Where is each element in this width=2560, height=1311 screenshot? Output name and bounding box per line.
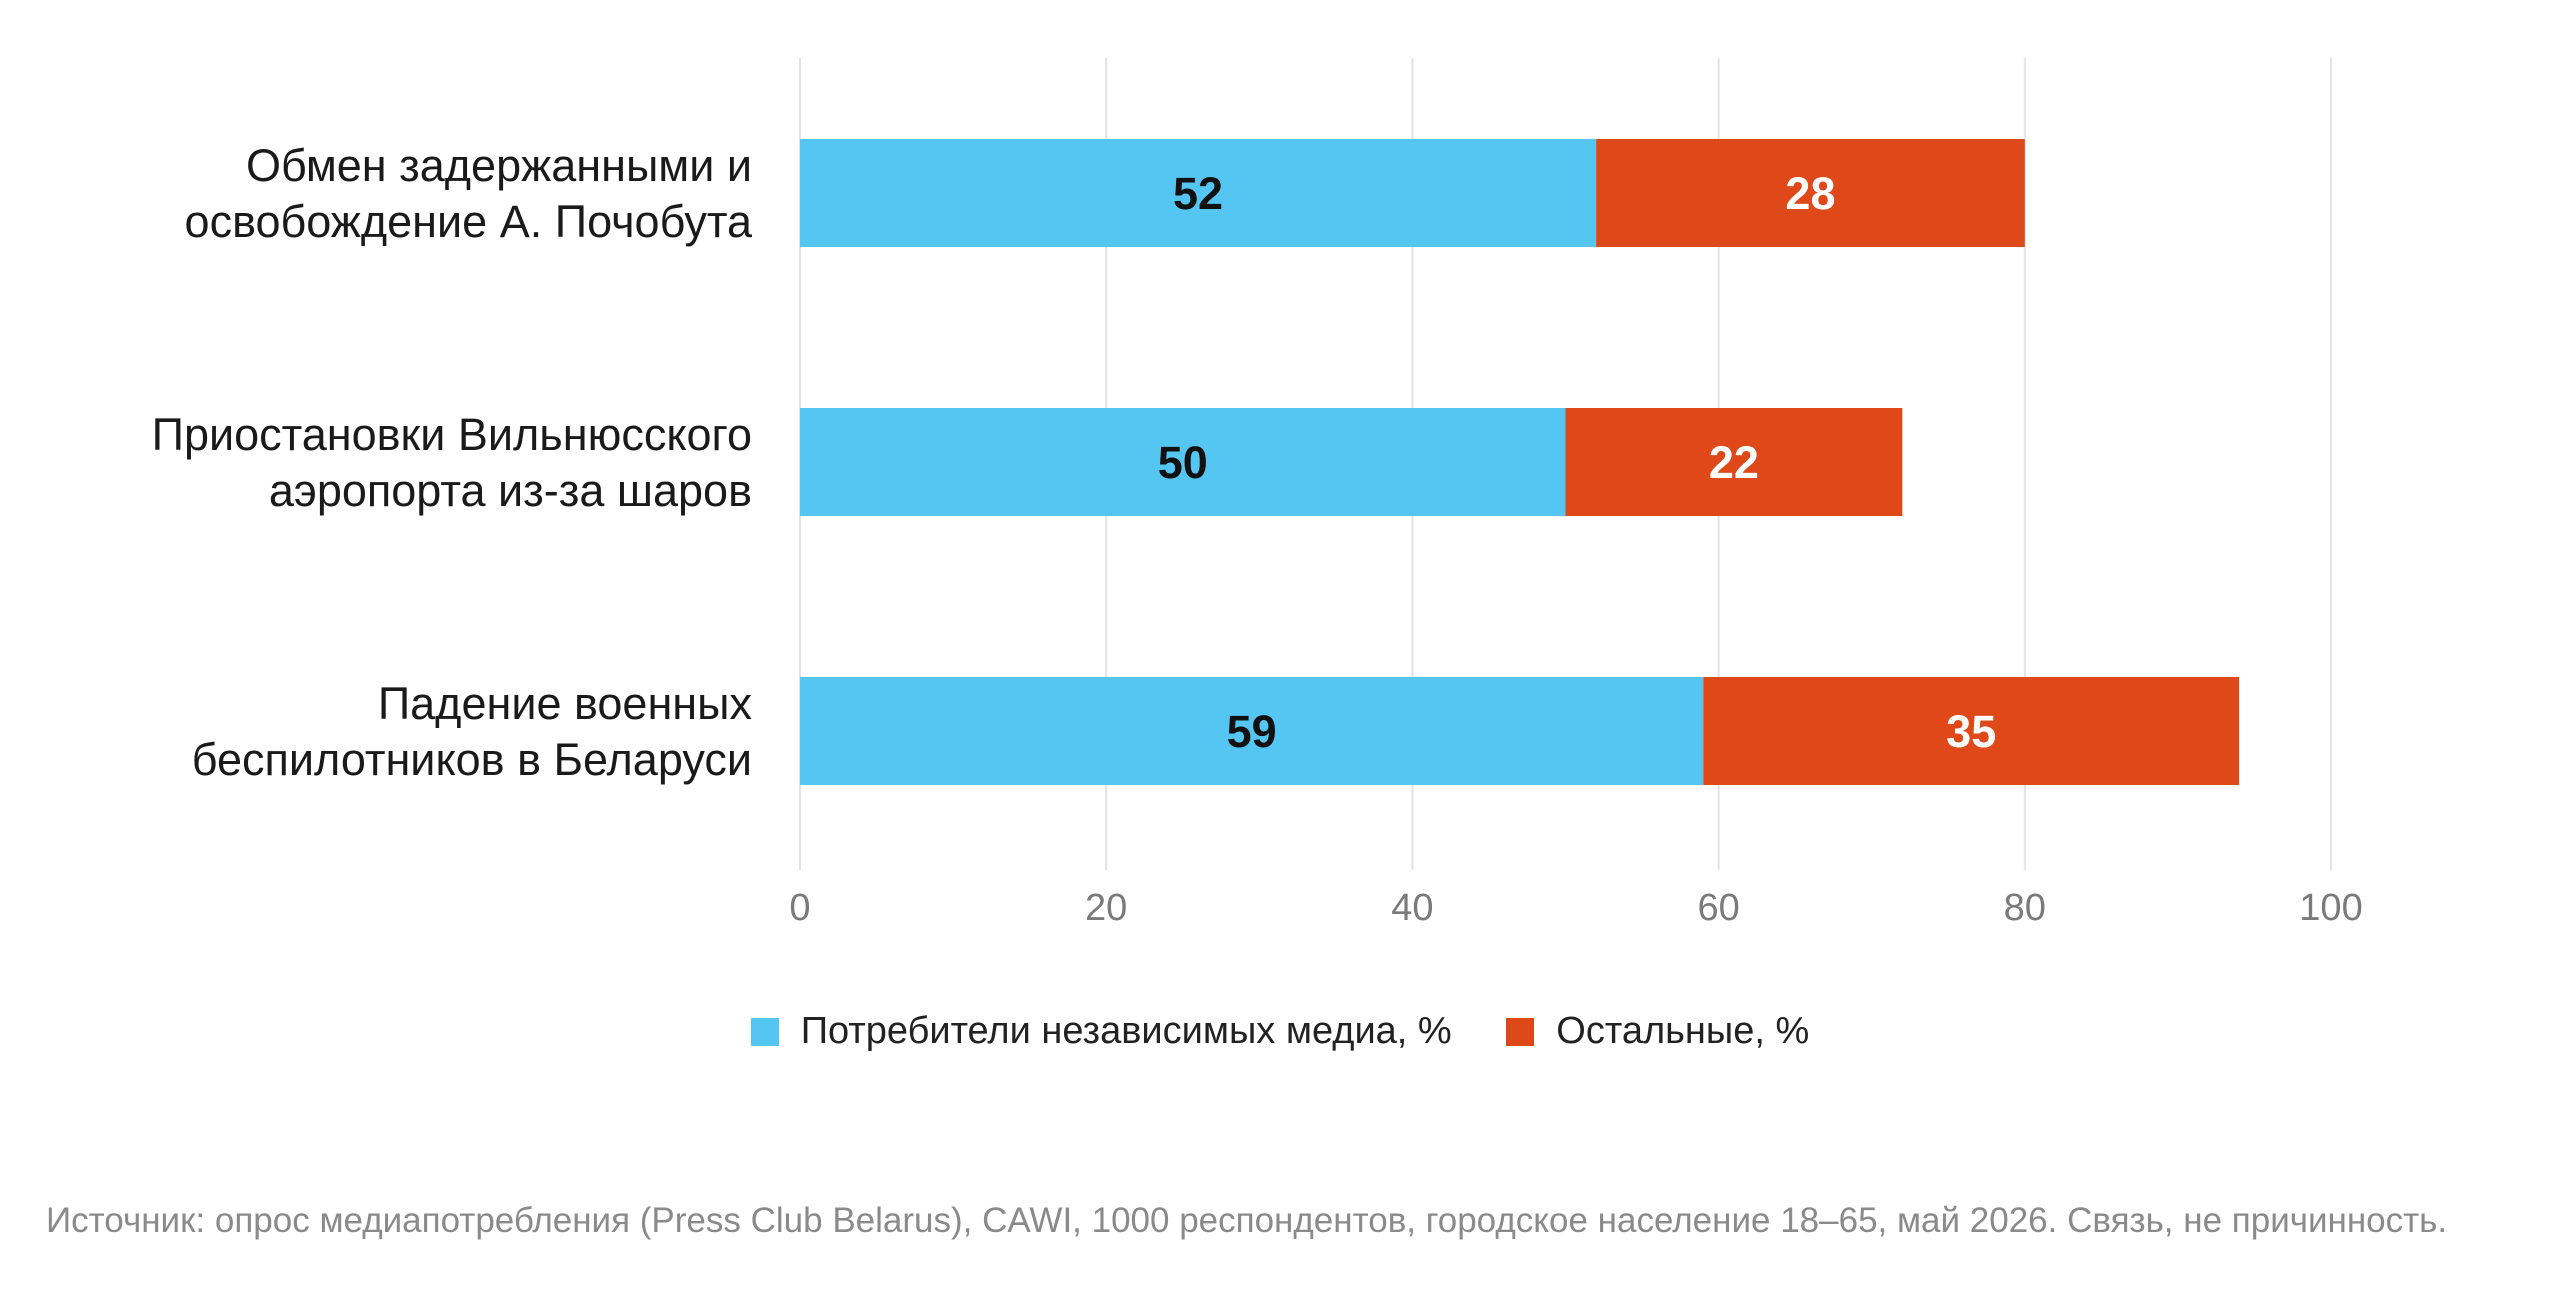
bar-value-label: 22 xyxy=(1709,437,1759,488)
bar-value-label: 50 xyxy=(1158,437,1208,488)
source-note: Источник: опрос медиапотребления (Press … xyxy=(46,1201,2448,1240)
legend-swatch-independent xyxy=(750,1017,779,1046)
stacked-bar-chart: 52 28 50 22 59 35 Обмен задержанными иосвобож… xyxy=(152,58,2363,929)
bar-independent xyxy=(800,677,1704,785)
legend-label-independent: Потребители независимых медиа, % xyxy=(800,1010,1452,1052)
bar-value-label: 28 xyxy=(1785,168,1835,219)
category-label: Обмен задержанными и xyxy=(246,140,752,191)
bar-value-label: 59 xyxy=(1227,706,1277,757)
legend-swatch-others xyxy=(1506,1017,1535,1046)
category-label: Приостановки Вильнюсского xyxy=(152,409,752,460)
x-tick-label: 0 xyxy=(789,887,810,929)
bar-others xyxy=(1565,408,1903,516)
x-tick-label: 20 xyxy=(1085,887,1127,929)
x-tick-label: 100 xyxy=(2299,887,2362,929)
bar-others xyxy=(1596,139,2025,247)
bars: 52 28 50 22 59 35 xyxy=(800,139,2240,785)
category-label: Падение военных xyxy=(378,678,753,729)
x-tick-label: 60 xyxy=(1697,887,1739,929)
x-tick-label: 40 xyxy=(1391,887,1433,929)
x-tick-label: 80 xyxy=(2004,887,2046,929)
bar-others xyxy=(1703,677,2240,785)
legend-item-others: Остальные, % xyxy=(1506,1010,1809,1053)
legend-label-others: Остальные, % xyxy=(1556,1010,1810,1052)
bar-value-label: 35 xyxy=(1946,706,1996,757)
bar-value-label: 52 xyxy=(1173,168,1223,219)
bar-independent xyxy=(800,408,1566,516)
legend-item-independent: Потребители независимых медиа, % xyxy=(750,1010,1452,1053)
category-label: беспилотников в Беларуси xyxy=(192,734,752,785)
bar-independent xyxy=(800,139,1597,247)
legend: Потребители независимых медиа, % Остальн… xyxy=(0,1010,2560,1056)
x-axis-ticks: 0 20 40 60 80 100 xyxy=(789,887,2362,929)
category-label: освобождение А. Почобута xyxy=(185,196,753,247)
category-label: аэропорта из-за шаров xyxy=(269,465,752,516)
